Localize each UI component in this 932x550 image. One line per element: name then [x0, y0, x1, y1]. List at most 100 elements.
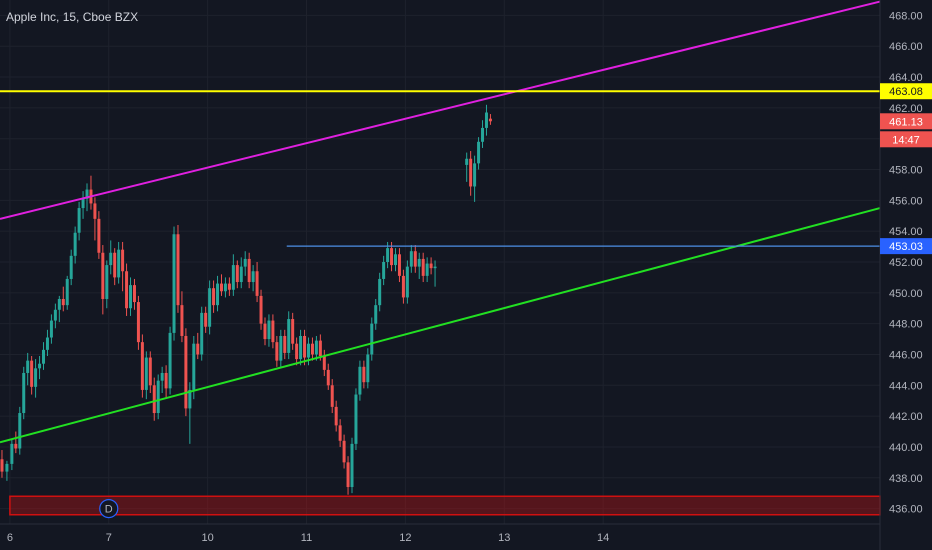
price-tags: 463.08 461.13 14:47 453.03 [880, 83, 932, 255]
candle-body [125, 271, 129, 309]
candle-body [81, 198, 85, 209]
candle-body [172, 234, 176, 333]
price-tick-label: 450.00 [889, 288, 923, 300]
candle-body [22, 372, 26, 414]
candle-body [358, 366, 362, 395]
candle-body [45, 337, 49, 350]
last-price-tag-bg [880, 113, 932, 130]
candle-body [382, 262, 386, 279]
candle-body [152, 385, 156, 414]
candle-body [370, 323, 374, 355]
candle-body [295, 343, 299, 360]
candle-body [409, 251, 413, 267]
price-tick-label: 464.00 [889, 72, 923, 84]
dividend-marker-label: D [105, 504, 113, 516]
price-tick-label: 466.00 [889, 41, 923, 53]
candle-body [251, 271, 255, 283]
price-tick-label: 462.00 [889, 103, 923, 115]
candle-body [168, 332, 172, 389]
price-tick-label: 468.00 [889, 10, 923, 22]
price-axis[interactable]: 436.00 438.00 440.00 442.00 444.00 446.00 448.… [889, 10, 923, 515]
candle-body [374, 305, 378, 324]
candle-body [263, 323, 267, 340]
support-trend-line [0, 207, 881, 444]
candle-body [109, 252, 113, 266]
candle-body [283, 335, 287, 353]
yellow-price-tag-bg [880, 83, 932, 100]
candle-body [390, 248, 394, 266]
candle-body [239, 266, 243, 283]
candle-body [405, 266, 409, 298]
candle-body [421, 258, 425, 276]
session-marker: D [99, 498, 119, 519]
candle-body [326, 369, 330, 386]
time-tick-label: 10 [202, 532, 214, 544]
candle-body [216, 283, 220, 306]
candle-body [57, 298, 61, 310]
price-tick-label: 448.00 [889, 319, 923, 331]
candle-body [117, 249, 121, 278]
candle-body [42, 349, 46, 364]
candle-body [318, 340, 322, 357]
candle-body [271, 320, 275, 343]
candle-body [362, 366, 366, 383]
candle-body [85, 189, 89, 199]
candle-body [200, 312, 204, 355]
candles [0, 104, 492, 495]
price-tick-label: 454.00 [889, 226, 923, 238]
candle-body [101, 252, 105, 299]
candle-body [113, 252, 117, 278]
time-tick-label: 11 [301, 532, 312, 544]
dividend-marker-circle [99, 498, 119, 519]
candle-body [484, 112, 488, 128]
candle-body [473, 163, 477, 187]
candle-body [378, 278, 382, 306]
yellow-price-tag: 463.08 [889, 86, 923, 98]
candle-body [397, 254, 401, 276]
candle-body [121, 249, 125, 272]
candle-body [386, 248, 390, 262]
time-tick-label: 7 [106, 532, 112, 544]
candle-body [469, 158, 473, 187]
candle-body [156, 380, 160, 414]
candle-body [310, 343, 314, 355]
candle-body [140, 342, 144, 390]
candle-body [354, 394, 358, 444]
candle-body [97, 218, 101, 253]
candle-body [433, 266, 437, 269]
countdown-tag: 14:47 [892, 134, 920, 146]
blue-price-tag-bg [880, 238, 932, 255]
candle-body [366, 354, 370, 383]
candle-body [299, 335, 303, 360]
candle-body [38, 363, 42, 369]
candle-body [53, 309, 57, 321]
support-zone [9, 495, 881, 516]
candle-body [26, 360, 30, 373]
candle-body [196, 343, 200, 355]
candle-body [212, 288, 216, 306]
candle-body [267, 320, 271, 340]
candle-body [148, 357, 152, 386]
candle-body [243, 258, 247, 267]
time-axis[interactable]: 6 7 10 11 12 13 14 [7, 532, 609, 544]
price-tick-label: 442.00 [889, 411, 923, 423]
candle-body [160, 372, 164, 381]
price-tick-label: 440.00 [889, 442, 923, 454]
trend-lines [0, 0, 881, 444]
candle-body [227, 283, 231, 290]
candle-body [291, 319, 295, 344]
candle-body [425, 263, 429, 276]
candle-body [184, 335, 188, 409]
candle-body [223, 283, 227, 292]
candle-body [338, 425, 342, 441]
candle-body [235, 265, 239, 283]
candle-body [477, 141, 481, 164]
time-tick-label: 14 [597, 532, 609, 544]
candle-body [342, 440, 346, 463]
candle-body [49, 320, 53, 338]
candle-body [34, 368, 38, 387]
candle-body [255, 271, 259, 296]
candle-body [129, 285, 133, 309]
